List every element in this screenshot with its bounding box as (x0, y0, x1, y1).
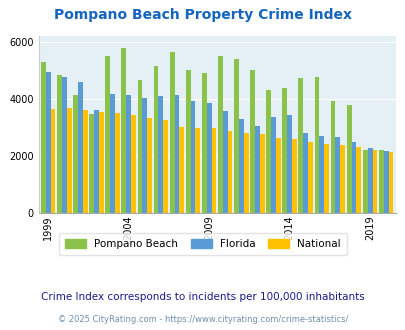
Bar (147, 118, 151, 213)
Bar (206, 103, 211, 213)
Bar (41, 62, 46, 213)
Bar (303, 133, 307, 213)
Bar (51, 109, 55, 213)
Bar (185, 71, 190, 213)
Bar (99, 112, 104, 213)
Bar (275, 138, 280, 213)
Bar (291, 139, 296, 213)
Bar (249, 71, 254, 213)
Bar (330, 101, 335, 213)
Bar (211, 128, 216, 213)
Bar (356, 147, 360, 213)
Bar (57, 75, 62, 213)
Bar (335, 137, 339, 213)
Bar (83, 110, 87, 213)
Bar (282, 87, 286, 213)
Text: Pompano Beach Property Crime Index: Pompano Beach Property Crime Index (54, 8, 351, 22)
Bar (286, 115, 291, 213)
Bar (179, 127, 184, 213)
Bar (217, 56, 222, 213)
Bar (307, 142, 312, 213)
Bar (195, 128, 200, 213)
Text: Crime Index corresponds to incidents per 100,000 inhabitants: Crime Index corresponds to incidents per… (41, 292, 364, 302)
Bar (372, 149, 376, 213)
Bar (62, 77, 66, 213)
Bar (378, 150, 383, 213)
Bar (110, 94, 115, 213)
Bar (227, 131, 232, 213)
Bar (239, 119, 243, 213)
Bar (346, 105, 351, 213)
Bar (266, 89, 271, 213)
Bar (190, 101, 195, 213)
Bar (234, 59, 239, 213)
Bar (46, 72, 51, 213)
Bar (89, 114, 94, 213)
Bar (73, 95, 78, 213)
Bar (131, 115, 136, 213)
Bar (121, 48, 126, 213)
Bar (126, 95, 131, 213)
Bar (388, 152, 392, 213)
Legend: Pompano Beach, Florida, National: Pompano Beach, Florida, National (59, 233, 346, 255)
Bar (201, 73, 206, 213)
Bar (142, 98, 147, 213)
Bar (339, 145, 344, 213)
Bar (362, 150, 367, 213)
Bar (314, 77, 319, 213)
Bar (271, 116, 275, 213)
Bar (259, 134, 264, 213)
Bar (137, 80, 142, 213)
Text: © 2025 CityRating.com - https://www.cityrating.com/crime-statistics/: © 2025 CityRating.com - https://www.city… (58, 315, 347, 324)
Bar (298, 79, 303, 213)
Bar (66, 108, 71, 213)
Bar (158, 96, 163, 213)
Bar (174, 95, 179, 213)
Bar (383, 151, 388, 213)
Bar (254, 126, 259, 213)
Bar (105, 56, 110, 213)
Bar (153, 66, 158, 213)
Bar (243, 133, 248, 213)
Bar (78, 82, 83, 213)
Bar (169, 52, 174, 213)
Bar (351, 142, 356, 213)
Bar (222, 111, 227, 213)
Bar (319, 136, 324, 213)
Bar (324, 144, 328, 213)
Bar (367, 148, 372, 213)
Bar (94, 110, 99, 213)
Bar (115, 113, 119, 213)
Bar (163, 120, 168, 213)
